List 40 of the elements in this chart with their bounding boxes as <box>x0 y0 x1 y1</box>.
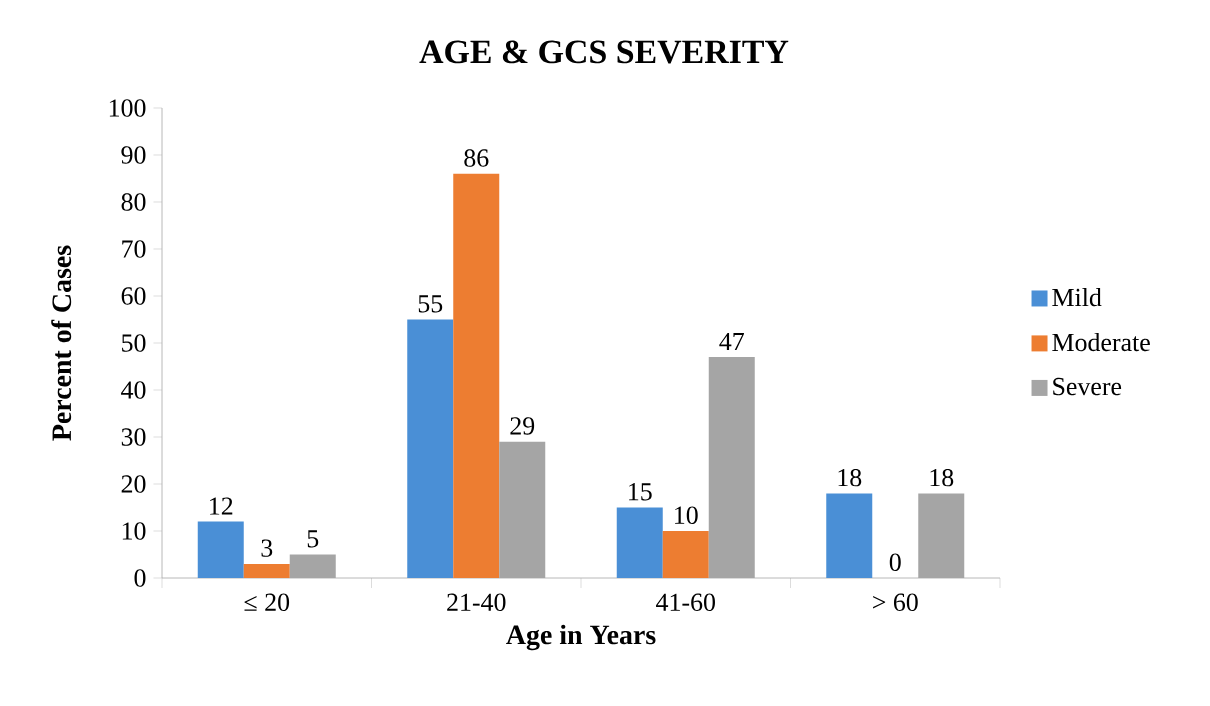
data-label: 47 <box>719 333 744 351</box>
data-label: 10 <box>675 506 698 524</box>
bar <box>616 507 663 578</box>
legend-label: Mild <box>1052 288 1102 307</box>
bar <box>407 319 454 578</box>
y-tick-label: 60 <box>121 287 146 305</box>
data-label: 29 <box>510 417 535 435</box>
data-label: 18 <box>930 468 954 487</box>
y-tick-label: 40 <box>121 381 146 399</box>
x-axis-title: Age in Years <box>506 624 656 651</box>
x-tick-label: 21-40 <box>447 593 506 612</box>
y-tick-label: 90 <box>121 146 146 164</box>
bar <box>197 521 244 578</box>
x-tick-label: > 60 <box>873 593 918 612</box>
legend-label: Moderate <box>1052 332 1150 352</box>
y-tick-label: 10 <box>122 522 146 540</box>
data-label: 18 <box>838 468 862 487</box>
data-label: 5 <box>307 530 319 548</box>
y-tick-label: 50 <box>122 334 146 352</box>
y-tick-label: 30 <box>121 428 146 446</box>
x-tick-label: 41-60 <box>656 593 715 612</box>
data-label: 55 <box>418 295 443 313</box>
x-tick-label: ≤ 20 <box>244 593 290 612</box>
bar <box>453 173 500 578</box>
chart-title: AGE & GCS SEVERITY <box>419 40 789 64</box>
data-label: 15 <box>629 483 652 501</box>
y-tick-label: 80 <box>121 193 146 211</box>
legend-label: Severe <box>1053 377 1122 396</box>
y-tick-label: 20 <box>121 475 146 493</box>
y-tick-label: 0 <box>134 569 146 587</box>
data-label: 0 <box>889 553 901 571</box>
bar <box>243 563 290 578</box>
bar <box>826 493 873 578</box>
data-label: 86 <box>464 149 489 167</box>
y-tick-label: 70 <box>122 240 146 258</box>
data-label: 12 <box>210 497 233 515</box>
bar <box>662 531 709 578</box>
data-label: 3 <box>261 539 273 557</box>
y-axis-title: Percent of Cases <box>51 245 72 441</box>
y-tick-label: 100 <box>109 99 146 117</box>
